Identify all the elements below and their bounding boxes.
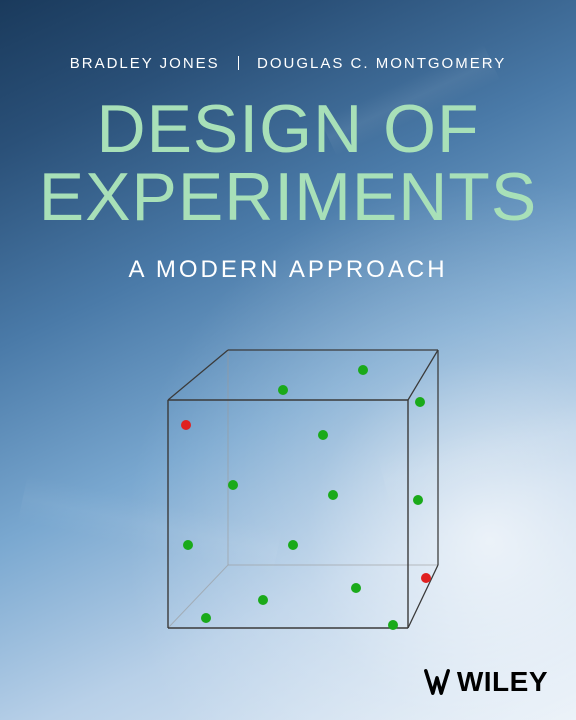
publisher-name: WILEY: [457, 666, 548, 698]
author-1: BRADLEY JONES: [70, 55, 220, 72]
book-subtitle: A MODERN APPROACH: [0, 256, 576, 284]
publisher-block: WILEY: [423, 666, 548, 698]
cube-svg: [108, 330, 468, 650]
book-cover: BRADLEY JONES DOUGLAS C. MONTGOMERY DESI…: [0, 0, 576, 720]
title-line-2: EXPERIMENTS: [0, 163, 576, 231]
book-title: DESIGN OF EXPERIMENTS: [0, 95, 576, 231]
wiley-logo-icon: [423, 668, 451, 696]
title-line-1: DESIGN OF: [0, 95, 576, 163]
author-line: BRADLEY JONES DOUGLAS C. MONTGOMERY: [0, 55, 576, 72]
author-2: DOUGLAS C. MONTGOMERY: [257, 55, 506, 72]
author-separator: [238, 56, 239, 70]
cube-diagram: [108, 330, 468, 650]
